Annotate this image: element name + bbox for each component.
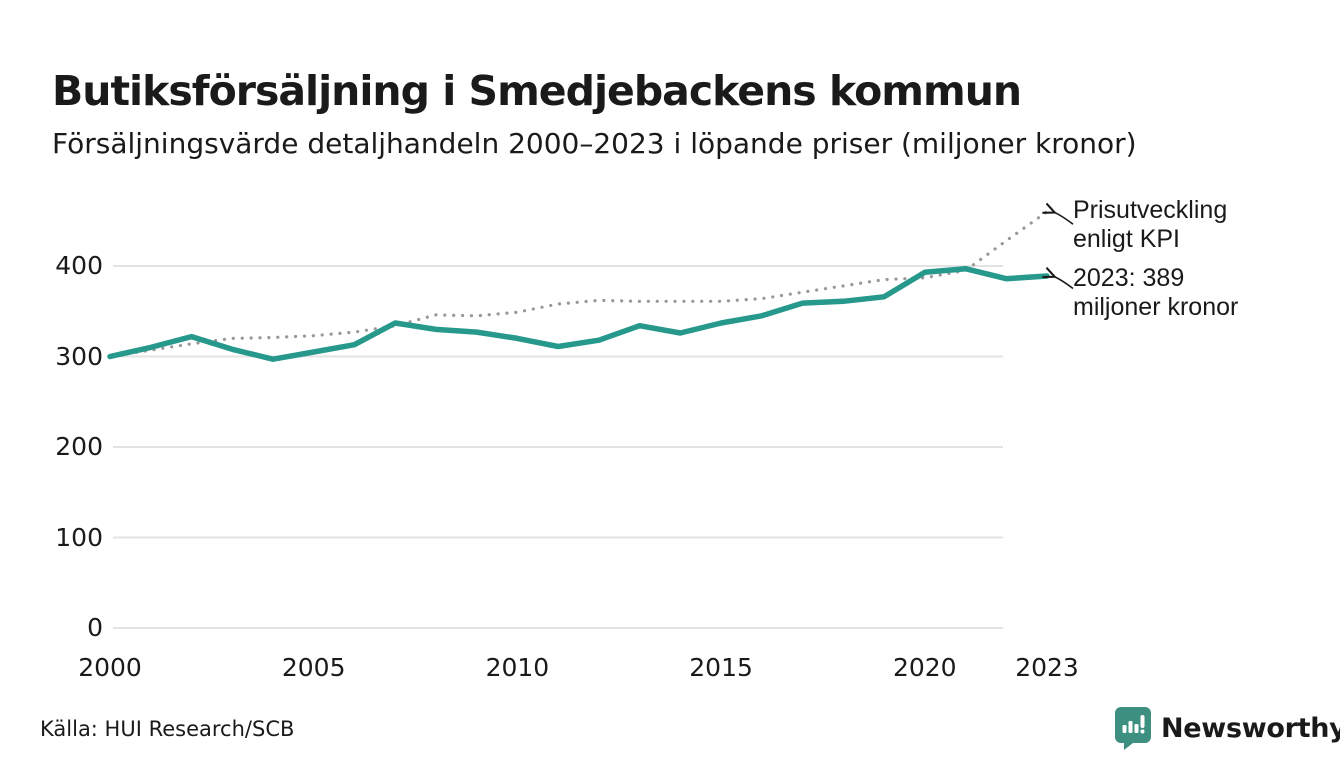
y-tick-label: 200 bbox=[55, 432, 103, 461]
latest-value-annotation: 2023: 389 miljoner kronor bbox=[1073, 264, 1238, 322]
newsworthy-logo: Newsworthy bbox=[1114, 706, 1340, 750]
kpi-line-annotation: Prisutveckling enligt KPI bbox=[1073, 196, 1227, 254]
x-tick-label: 2023 bbox=[1015, 653, 1079, 682]
latest-annotation-line1: 2023: 389 bbox=[1073, 264, 1185, 292]
y-tick-label: 400 bbox=[55, 251, 103, 280]
latest-annotation-line2: miljoner kronor bbox=[1073, 293, 1239, 321]
chart-subtitle: Försäljningsvärde detaljhandeln 2000–202… bbox=[52, 127, 1137, 160]
newsworthy-bar-chart-bubble-icon bbox=[1115, 707, 1151, 750]
chart-title: Butiksförsäljning i Smedjebackens kommun bbox=[52, 67, 1022, 116]
x-tick-label: 2010 bbox=[485, 653, 550, 682]
kpi-annotation-arrow bbox=[1054, 212, 1074, 225]
y-tick-label: 100 bbox=[55, 522, 103, 552]
x-tick-label: 2000 bbox=[78, 653, 142, 682]
kpi-annotation-line2: enligt KPI bbox=[1073, 225, 1181, 253]
y-tick-label: 300 bbox=[55, 341, 103, 371]
source-note: Källa: HUI Research/SCB bbox=[40, 717, 295, 741]
y-tick-label: 0 bbox=[87, 613, 103, 642]
kpi-dotted-line bbox=[108, 210, 1049, 359]
newsworthy-wordmark: Newsworthy bbox=[1161, 712, 1340, 744]
x-tick-label: 2015 bbox=[689, 653, 753, 682]
kpi-annotation-line1: Prisutveckling bbox=[1073, 196, 1228, 224]
latest-annotation-arrow bbox=[1054, 276, 1074, 290]
x-tick-label: 2005 bbox=[281, 653, 346, 682]
sales-line bbox=[107, 265, 1050, 362]
x-tick-label: 2020 bbox=[892, 653, 957, 682]
